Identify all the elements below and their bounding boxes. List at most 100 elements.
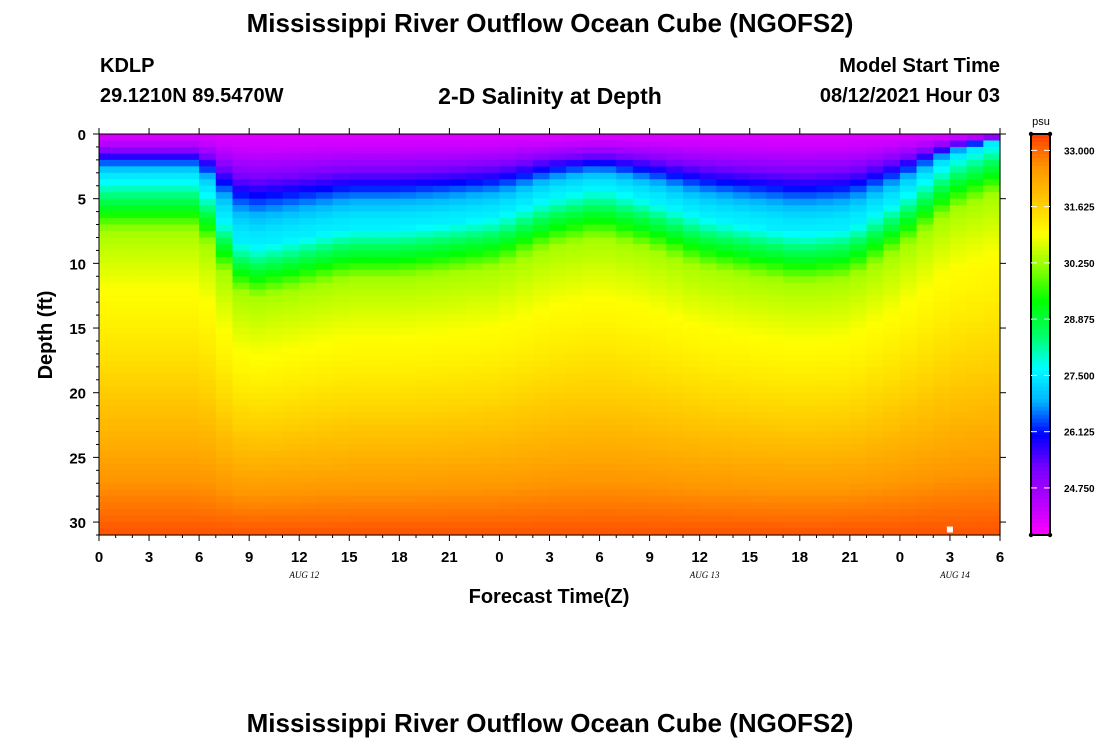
heatmap-cell xyxy=(783,340,801,349)
heatmap-cell xyxy=(616,457,634,465)
heatmap-cell xyxy=(716,224,734,232)
heatmap-cell xyxy=(249,515,267,523)
heatmap-cell xyxy=(199,379,217,387)
heatmap-cell xyxy=(115,172,133,180)
heatmap-cell xyxy=(199,140,217,148)
heatmap-cell xyxy=(499,231,517,239)
heatmap-cell xyxy=(549,269,567,277)
heatmap-cell xyxy=(699,412,717,420)
heatmap-cell xyxy=(99,392,117,400)
heatmap-cell xyxy=(365,483,384,491)
heatmap-cell xyxy=(416,179,434,187)
heatmap-cell xyxy=(833,218,851,226)
heatmap-cell xyxy=(883,470,901,478)
heatmap-cell xyxy=(349,172,367,180)
heatmap-cell xyxy=(699,457,717,465)
heatmap-cell xyxy=(115,321,133,329)
heatmap-cell xyxy=(532,231,551,239)
heatmap-cell xyxy=(566,425,584,433)
heatmap-cell xyxy=(165,315,184,323)
heatmap-cell xyxy=(733,269,751,277)
heatmap-cell xyxy=(199,224,217,232)
heatmap-cell xyxy=(783,263,801,271)
heatmap-cell xyxy=(582,340,601,349)
heatmap-cell xyxy=(649,470,667,478)
heatmap-cell xyxy=(232,166,250,174)
heatmap-cell xyxy=(349,276,367,284)
heatmap-cell xyxy=(399,515,417,523)
heatmap-cell xyxy=(866,431,884,439)
heatmap-cell xyxy=(399,166,417,174)
heatmap-cell xyxy=(866,470,884,478)
heatmap-cell xyxy=(849,269,868,277)
heatmap-cell xyxy=(199,185,217,193)
heatmap-cell xyxy=(349,463,367,471)
heatmap-cell xyxy=(949,528,968,536)
heatmap-cell xyxy=(716,159,734,167)
heatmap-cell xyxy=(616,237,634,245)
heatmap-cell xyxy=(532,192,551,200)
heatmap-cell xyxy=(733,522,751,530)
heatmap-cell xyxy=(482,425,501,433)
heatmap-cell xyxy=(315,347,334,355)
heatmap-cell xyxy=(382,153,400,161)
heatmap-cell xyxy=(149,366,167,374)
heatmap-cell xyxy=(682,457,701,465)
heatmap-cell xyxy=(249,431,267,439)
colorbar-band xyxy=(1031,354,1050,360)
heatmap-cell xyxy=(983,379,1001,387)
heatmap-cell xyxy=(566,496,584,504)
heatmap-cell xyxy=(399,489,417,497)
heatmap-cell xyxy=(365,360,384,368)
heatmap-cell xyxy=(766,308,784,316)
heatmap-cell xyxy=(949,321,968,329)
heatmap-cell xyxy=(349,437,367,446)
heatmap-cell xyxy=(399,231,417,239)
heatmap-cell xyxy=(899,231,918,239)
heatmap-cell xyxy=(799,269,818,277)
heatmap-cell xyxy=(883,373,901,381)
colorbar-band xyxy=(1031,522,1050,528)
heatmap-cell xyxy=(99,140,117,148)
heatmap-cell xyxy=(215,463,234,471)
heatmap-cell xyxy=(799,340,818,349)
heatmap-cell xyxy=(249,231,267,239)
heatmap-cell xyxy=(399,476,417,484)
heatmap-cell xyxy=(933,172,951,180)
heatmap-cell xyxy=(899,198,918,206)
heatmap-cell xyxy=(766,463,784,471)
heatmap-cell xyxy=(816,399,834,407)
heatmap-cell xyxy=(99,418,117,426)
heatmap-cell xyxy=(499,399,517,407)
heatmap-cell xyxy=(949,146,968,155)
heatmap-cell xyxy=(749,282,768,290)
heatmap-cell xyxy=(482,353,501,361)
heatmap-cell xyxy=(749,360,768,368)
heatmap-cell xyxy=(199,522,217,530)
heatmap-cell xyxy=(315,198,334,206)
heatmap-cell xyxy=(849,483,868,491)
heatmap-cell xyxy=(282,166,300,174)
heatmap-cell xyxy=(199,431,217,439)
heatmap-cell xyxy=(649,205,667,213)
heatmap-cell xyxy=(215,328,234,336)
heatmap-cell xyxy=(816,146,834,155)
heatmap-cell xyxy=(332,496,350,504)
heatmap-cell xyxy=(632,140,651,148)
heatmap-cell xyxy=(482,431,501,439)
heatmap-cell xyxy=(733,166,751,174)
heatmap-cell xyxy=(282,140,300,148)
heatmap-cell xyxy=(449,360,467,368)
heatmap-cell xyxy=(983,276,1001,284)
heatmap-cell xyxy=(149,528,167,536)
heatmap-cell xyxy=(916,134,934,142)
heatmap-cell xyxy=(766,302,784,310)
heatmap-cell xyxy=(733,483,751,491)
heatmap-cell xyxy=(399,483,417,491)
heatmap-cell xyxy=(566,340,584,349)
heatmap-cell xyxy=(416,431,434,439)
colorbar-band xyxy=(1031,474,1050,480)
heatmap-cell xyxy=(516,302,534,310)
heatmap-cell xyxy=(816,198,834,206)
heatmap-cell xyxy=(315,373,334,381)
